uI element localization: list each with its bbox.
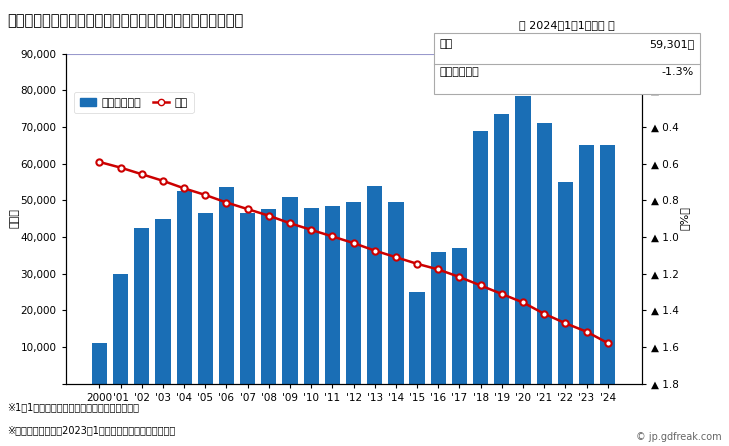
Y-axis label: （人）: （人）: [9, 209, 19, 228]
Text: -1.3%: -1.3%: [662, 67, 694, 77]
Text: 八女市の人口の推移　（住民基本台帳ベース、日本人住民）: 八女市の人口の推移 （住民基本台帳ベース、日本人住民）: [7, 13, 243, 29]
Bar: [113, 273, 128, 384]
Bar: [579, 145, 594, 384]
Bar: [515, 96, 531, 384]
Bar: [389, 202, 404, 384]
Bar: [473, 131, 488, 384]
Bar: [452, 248, 467, 384]
Bar: [240, 213, 255, 384]
Bar: [92, 343, 107, 384]
Bar: [155, 219, 171, 384]
Bar: [261, 209, 276, 384]
Bar: [494, 114, 510, 384]
Bar: [431, 252, 446, 384]
Bar: [219, 187, 234, 384]
Text: 59,301人: 59,301人: [649, 39, 694, 49]
Bar: [176, 191, 192, 384]
Text: 【 2024年1月1日時点 】: 【 2024年1月1日時点 】: [519, 20, 615, 30]
Text: © jp.gdfreak.com: © jp.gdfreak.com: [636, 432, 722, 442]
Bar: [346, 202, 361, 384]
Text: ※市区町村の場合は2023年1月１日時点の市区町村境界。: ※市区町村の場合は2023年1月１日時点の市区町村境界。: [7, 425, 176, 435]
Bar: [600, 145, 615, 384]
Legend: 対前年増加率, 人口: 対前年増加率, 人口: [74, 92, 194, 113]
Bar: [410, 292, 425, 384]
Bar: [324, 206, 340, 384]
Bar: [134, 228, 149, 384]
Bar: [537, 123, 552, 384]
Bar: [558, 182, 573, 384]
Bar: [303, 207, 319, 384]
Bar: [198, 213, 213, 384]
Text: 人口: 人口: [440, 39, 453, 49]
Bar: [282, 197, 297, 384]
Text: 対前年増減率: 対前年増減率: [440, 67, 480, 77]
Text: ※1月1日時点の外国人を除く日本人住民人口。: ※1月1日時点の外国人を除く日本人住民人口。: [7, 403, 139, 413]
Y-axis label: （%）: （%）: [680, 206, 690, 231]
Bar: [367, 186, 383, 384]
